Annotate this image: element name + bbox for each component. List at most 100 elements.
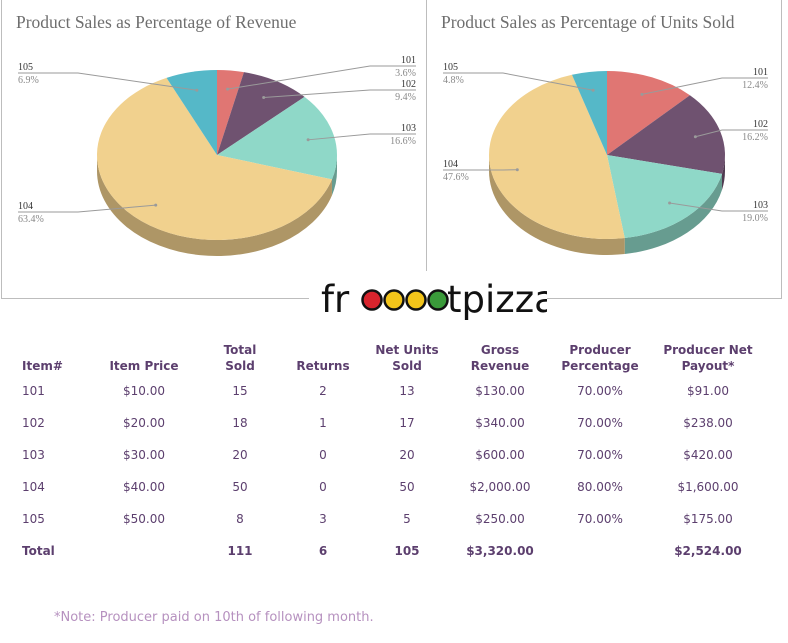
pie-value-102: 9.4% (395, 92, 416, 103)
table-cell: $10.00 (123, 384, 165, 398)
table-row: 105 $50.00 8 3 5 $250.00 70.00% $175.00 (8, 503, 768, 535)
table-cell: 20 (399, 448, 415, 462)
logo-text-start: fr (321, 278, 350, 321)
table-cell: 0 (319, 480, 327, 494)
logo-dot-2 (383, 289, 405, 311)
table-cell: 2 (319, 384, 327, 398)
table-cell: $20.00 (123, 416, 165, 430)
pie-label-105: 105 (18, 62, 33, 73)
table-cell: 3 (319, 512, 327, 526)
units-pie-title: Product Sales as Percentage of Units Sol… (441, 12, 735, 32)
pie-value-102: 16.2% (742, 132, 768, 143)
pie-label-101: 101 (401, 55, 416, 66)
revenue-pie-title: Product Sales as Percentage of Revenue (16, 12, 297, 32)
table-body: 101 $10.00 15 2 13 $130.00 70.00% $91.00 102 $20.… (8, 375, 768, 567)
table-cell: 70.00% (577, 416, 623, 430)
pie-label-101: 101 (753, 67, 768, 78)
pie-label-102: 102 (753, 119, 768, 130)
table-cell: $3,320.00 (466, 544, 534, 558)
table-cell (88, 535, 200, 567)
table-cell: $2,524.00 (674, 544, 742, 558)
column-header: Gross Revenue (470, 343, 530, 373)
table-cell: $600.00 (475, 448, 525, 462)
table-cell: 5 (403, 512, 411, 526)
column-header: Item Price (109, 359, 179, 373)
table-cell: $91.00 (687, 384, 729, 398)
table-cell: 18 (232, 416, 248, 430)
table-cell: 15 (232, 384, 248, 398)
column-header: Producer Percentage (561, 343, 639, 373)
table-row: 101 $10.00 15 2 13 $130.00 70.00% $91.00 (8, 375, 768, 407)
table-row: 104 $40.00 50 0 50 $2,000.00 80.00% $1,600.00 (8, 471, 768, 503)
table-cell: 70.00% (577, 384, 623, 398)
table-row: 103 $30.00 20 0 20 $600.00 70.00% $420.00 (8, 439, 768, 471)
table-cell: 70.00% (577, 512, 623, 526)
pie-leader-line-101 (641, 77, 768, 95)
pie-slice-103 (607, 155, 722, 239)
pie-leader-line-105 (443, 72, 594, 91)
pie-leader-line-104 (18, 204, 156, 213)
table-cell: 17 (399, 416, 415, 430)
pie-slice-101 (217, 70, 244, 155)
table-cell: 6 (318, 544, 328, 558)
table-cell: 104 (22, 480, 45, 494)
table-header-row: Item# Item Price Total Sold Returns Net Units… (8, 337, 768, 375)
table-cell: $250.00 (475, 512, 525, 526)
column-header: Total Sold (223, 343, 257, 373)
payment-footnote: *Note: Producer paid on 10th of followin… (54, 610, 374, 625)
pie-value-105: 6.9% (18, 75, 39, 86)
column-header: Net Units Sold (375, 343, 439, 373)
table-cell: $1,600.00 (677, 480, 739, 494)
pie-value-105: 4.8% (443, 75, 464, 86)
table-cell (552, 535, 648, 567)
froootpizza-logo: fr tpizza (309, 271, 547, 327)
pie-slice-side-103 (331, 155, 337, 196)
pie-label-104: 104 (443, 159, 458, 170)
pie-value-104: 63.4% (18, 214, 44, 225)
table-cell: $130.00 (475, 384, 525, 398)
pie-label-103: 103 (401, 123, 416, 134)
logo-text-end: tpizza (447, 278, 547, 321)
revenue-pie-chart: 101 3.6%102 9.4% 103 16.6% 104 63.4% 105 6.9% (18, 55, 416, 256)
table-cell: $175.00 (683, 512, 733, 526)
units-pie-chart: 101 12.4% 102 16.2% 103 19.0% 104 47.6% 105 4.8% (443, 62, 768, 256)
table-cell: 8 (236, 512, 244, 526)
table-cell: $50.00 (123, 512, 165, 526)
table-cell: $420.00 (683, 448, 733, 462)
table-cell: $238.00 (683, 416, 733, 430)
table-cell: $40.00 (123, 480, 165, 494)
table-row: 102 $20.00 18 1 17 $340.00 70.00% $238.00 (8, 407, 768, 439)
pie-value-101: 3.6% (395, 68, 416, 79)
table-cell: 0 (319, 448, 327, 462)
table-cell: 50 (232, 480, 248, 494)
table-cell: 102 (22, 416, 45, 430)
pie-label-104: 104 (18, 201, 33, 212)
logo-wordmark: fr tpizza (321, 278, 547, 321)
pie-leader-line-102 (263, 89, 416, 99)
pie-label-103: 103 (753, 200, 768, 211)
table-cell: 105 (22, 512, 45, 526)
column-header: Returns (296, 359, 350, 373)
table-cell: 70.00% (577, 448, 623, 462)
table-cell: 13 (399, 384, 415, 398)
pie-slice-104 (488, 74, 625, 239)
table-cell: 111 (227, 544, 253, 558)
pie-slice-105 (166, 70, 217, 155)
pie-slice-side-104 (489, 155, 625, 256)
pie-slice-104 (96, 77, 332, 241)
table-cell: 105 (394, 544, 420, 558)
logo-dot-4 (427, 289, 449, 311)
table-cell: 20 (232, 448, 248, 462)
units-pie-panel: Product Sales as Percentage of Units Sol… (426, 0, 782, 299)
table-cell: 1 (319, 416, 327, 430)
pie-value-103: 16.6% (390, 136, 416, 147)
pie-leader-line-103 (669, 202, 768, 212)
pie-value-104: 47.6% (443, 172, 469, 183)
table-cell: 80.00% (577, 480, 623, 494)
column-header: Item# (22, 359, 63, 373)
table-cell: 103 (22, 448, 45, 462)
pie-leader-line-105 (18, 72, 197, 91)
pie-slice-105 (571, 71, 607, 155)
pie-leader-line-101 (227, 65, 416, 90)
table-cell: $30.00 (123, 448, 165, 462)
